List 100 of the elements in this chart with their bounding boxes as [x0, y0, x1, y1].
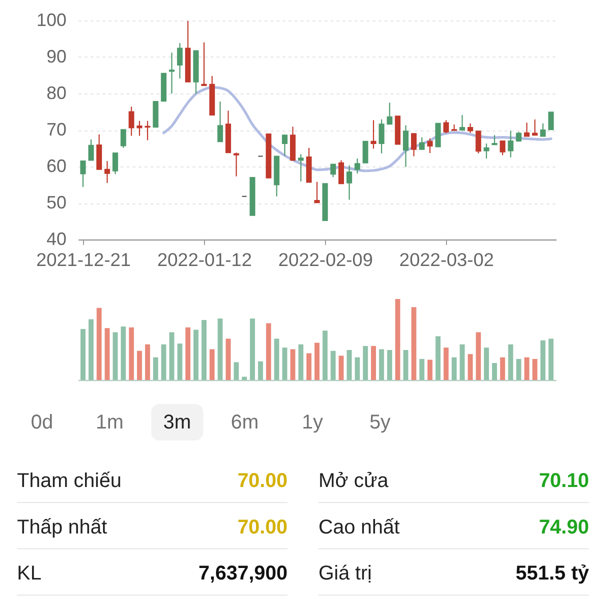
bar	[314, 342, 320, 380]
bar	[177, 344, 182, 380]
candlestick	[217, 100, 223, 142]
text: Giá trị	[318, 562, 372, 585]
candlestick	[346, 164, 352, 200]
bar	[540, 340, 546, 380]
bar	[202, 320, 207, 380]
bar	[120, 326, 126, 380]
bar	[548, 338, 554, 380]
y-tick-label: 60	[46, 156, 66, 176]
text: 70.10	[538, 470, 589, 492]
candlestick	[298, 154, 304, 182]
bar	[516, 358, 522, 380]
text: 7,637,900	[198, 562, 288, 585]
candlestick	[201, 42, 207, 86]
candlestick	[120, 129, 126, 148]
candlestick	[362, 140, 368, 164]
bar	[468, 354, 473, 380]
y-tick-label: 50	[46, 192, 66, 212]
bar	[88, 319, 94, 380]
category-label: 0d	[30, 412, 54, 434]
bar	[96, 308, 102, 380]
candlestick	[177, 42, 183, 80]
candlestick	[419, 136, 425, 150]
bar	[419, 358, 424, 380]
bar	[484, 348, 489, 380]
bar	[274, 338, 280, 380]
text: Tham chiếu	[17, 470, 122, 492]
bar	[500, 357, 506, 380]
x-tick-label: 2022-02-09	[278, 249, 373, 270]
candlestick	[427, 138, 433, 154]
bar	[258, 361, 264, 380]
candlestick	[492, 134, 498, 146]
bar	[210, 349, 215, 380]
candlestick	[378, 118, 384, 154]
x-tick-label: 2021-12-21	[36, 249, 131, 270]
text: 551.5 tỷ	[516, 562, 590, 585]
bar	[161, 344, 166, 380]
bar	[290, 349, 296, 380]
bar	[354, 357, 360, 380]
bar	[387, 350, 392, 380]
candlestick	[314, 181, 320, 204]
bar	[145, 344, 150, 380]
bar	[112, 332, 118, 380]
category-label: 6m	[230, 412, 259, 434]
bar	[298, 344, 304, 380]
category-label: 1y	[302, 412, 323, 434]
candlestick	[402, 124, 409, 168]
candlestick	[88, 138, 94, 161]
bar	[282, 348, 288, 380]
bar	[370, 346, 376, 380]
text: Thấp nhất	[17, 516, 108, 538]
bar	[524, 357, 530, 380]
candlestick	[112, 152, 118, 175]
candlestick	[80, 160, 86, 188]
bar	[346, 350, 352, 380]
text: 70.00	[237, 470, 288, 492]
text: Mở cửa	[318, 470, 390, 492]
bar	[427, 360, 432, 380]
bar	[104, 328, 110, 380]
bar	[452, 357, 457, 380]
candlestick	[136, 120, 142, 136]
candlestick	[508, 130, 514, 158]
bar	[532, 358, 538, 380]
bar	[153, 357, 158, 380]
text: Cao nhất	[318, 516, 400, 538]
candlestick	[540, 122, 546, 137]
bar	[193, 330, 198, 380]
bar	[128, 327, 134, 380]
category-label: 1m	[96, 412, 124, 434]
candlestick	[128, 106, 134, 136]
bar	[169, 332, 174, 380]
bar	[338, 356, 344, 380]
category-label: 5y	[369, 412, 391, 434]
bar	[379, 349, 384, 380]
bar	[444, 348, 449, 380]
bar	[411, 307, 416, 380]
bar	[395, 299, 400, 380]
candlestick	[330, 164, 336, 178]
candlestick	[234, 152, 240, 177]
candlestick	[476, 130, 482, 154]
candlestick	[500, 140, 506, 156]
x-tick-label: 2022-01-12	[157, 249, 252, 270]
bar	[403, 350, 408, 380]
candlestick	[443, 120, 449, 134]
category-label: 3m	[163, 412, 192, 434]
text: KL	[17, 562, 42, 585]
candlestick	[532, 118, 538, 136]
y-tick-label: 70	[46, 120, 66, 140]
candlestick	[435, 122, 441, 148]
candlestick	[459, 114, 466, 132]
candlestick	[282, 134, 288, 156]
candlestick	[144, 120, 150, 141]
bar	[492, 362, 498, 380]
candlestick	[468, 122, 474, 134]
y-tick-label: 80	[46, 83, 66, 103]
candlestick	[354, 158, 360, 174]
bar	[266, 323, 272, 380]
bar	[322, 330, 328, 380]
bar	[362, 346, 368, 380]
